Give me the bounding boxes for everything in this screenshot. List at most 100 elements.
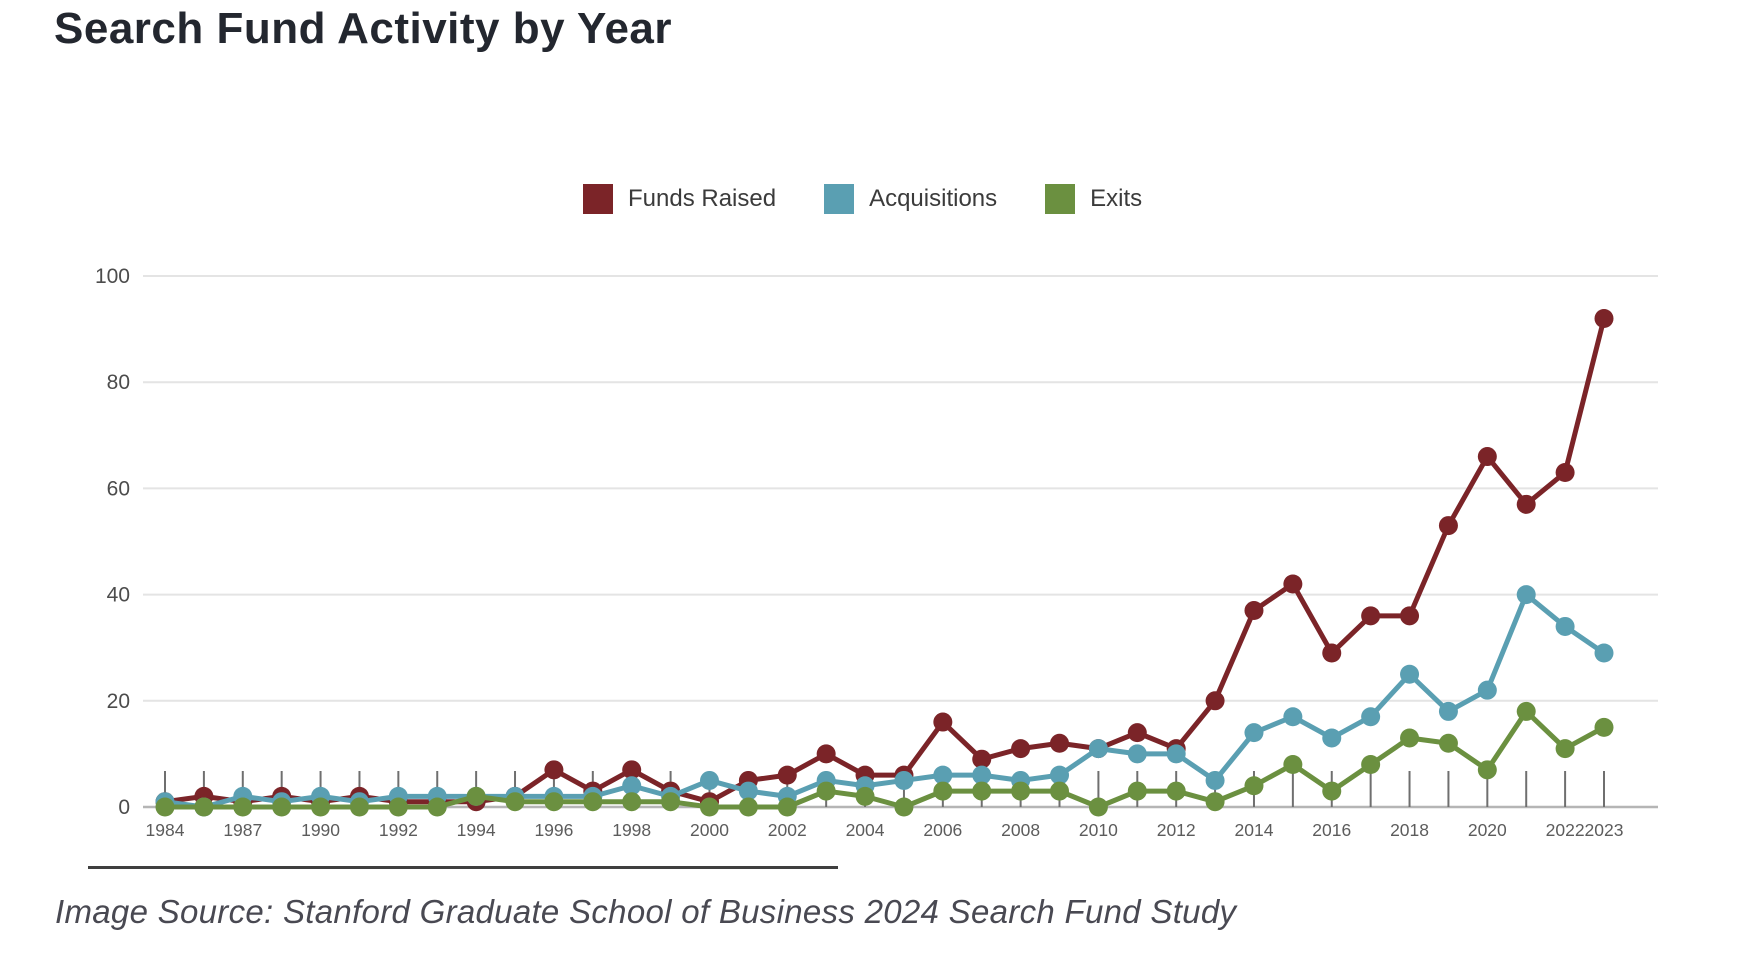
- source-caption: Image Source: Stanford Graduate School o…: [55, 893, 1237, 930]
- data-point-funds-raised: [1438, 516, 1458, 536]
- data-point-funds-raised: [1244, 601, 1264, 621]
- data-point-funds-raised: [1322, 643, 1342, 663]
- data-point-exits: [1088, 797, 1108, 817]
- data-point-exits: [272, 797, 292, 817]
- svg-text:1994: 1994: [457, 820, 496, 840]
- data-point-exits: [622, 792, 642, 812]
- svg-text:1996: 1996: [534, 820, 573, 840]
- data-point-funds-raised: [816, 744, 836, 764]
- data-point-exits: [583, 792, 603, 812]
- data-point-exits: [1400, 728, 1420, 748]
- legend-swatch-exits-icon: [1045, 184, 1076, 214]
- data-point-exits: [699, 797, 719, 817]
- data-point-exits: [661, 792, 681, 812]
- data-point-funds-raised: [544, 760, 564, 780]
- legend-item-exits: Exits: [1045, 184, 1142, 214]
- data-point-exits: [1322, 781, 1342, 801]
- data-point-funds-raised: [1400, 606, 1420, 626]
- svg-text:2010: 2010: [1079, 820, 1118, 840]
- svg-text:80: 80: [107, 371, 130, 394]
- data-point-acquisitions: [1166, 744, 1186, 764]
- svg-text:1992: 1992: [379, 820, 418, 840]
- svg-text:2012: 2012: [1157, 820, 1196, 840]
- data-point-exits: [1594, 717, 1614, 737]
- data-point-acquisitions: [1283, 707, 1303, 727]
- legend-swatch-acquisitions-icon: [824, 184, 855, 214]
- data-point-exits: [1516, 701, 1536, 721]
- data-point-exits: [1438, 733, 1458, 753]
- legend-item-funds-raised: Funds Raised: [583, 184, 776, 214]
- data-point-funds-raised: [1205, 691, 1225, 711]
- data-point-funds-raised: [1555, 462, 1575, 482]
- data-point-exits: [933, 781, 953, 801]
- data-point-acquisitions: [1555, 616, 1575, 636]
- legend-swatch-funds-raised-icon: [583, 184, 613, 214]
- svg-text:0: 0: [118, 796, 130, 819]
- data-point-funds-raised: [1477, 447, 1497, 467]
- data-point-acquisitions: [1127, 744, 1147, 764]
- data-point-funds-raised: [1283, 574, 1303, 594]
- series-exits: [155, 701, 1614, 817]
- data-point-exits: [816, 781, 836, 801]
- data-point-acquisitions: [1205, 770, 1225, 790]
- data-point-exits: [155, 797, 175, 817]
- data-point-exits: [505, 792, 525, 812]
- data-point-exits: [894, 797, 914, 817]
- svg-text:2018: 2018: [1390, 820, 1429, 840]
- y-axis-labels: 0 20 40 60 80 100: [95, 265, 130, 819]
- svg-text:2004: 2004: [846, 820, 885, 840]
- svg-text:1990: 1990: [301, 820, 340, 840]
- data-point-acquisitions: [894, 770, 914, 790]
- data-point-exits: [1011, 781, 1031, 801]
- data-point-exits: [1477, 760, 1497, 780]
- data-point-funds-raised: [972, 749, 992, 769]
- x-axis-labels: 1984 1987 1990 1992 1994 1996 1998 2000 2002 2004…: [146, 820, 1624, 840]
- data-point-exits: [1361, 755, 1381, 775]
- svg-text:100: 100: [95, 265, 130, 288]
- chart-title: Search Fund Activity by Year: [54, 4, 673, 53]
- data-point-acquisitions: [1594, 643, 1614, 663]
- data-point-acquisitions: [1400, 664, 1420, 684]
- data-point-funds-raised: [1011, 739, 1031, 759]
- legend-item-acquisitions: Acquisitions: [824, 184, 997, 214]
- legend-label-exits: Exits: [1090, 185, 1143, 212]
- data-point-exits: [855, 786, 875, 806]
- legend-label-acquisitions: Acquisitions: [869, 185, 998, 212]
- separator-line: [88, 866, 838, 869]
- data-point-exits: [466, 786, 486, 806]
- data-point-exits: [738, 797, 758, 817]
- data-point-exits: [777, 797, 797, 817]
- svg-text:2016: 2016: [1312, 820, 1351, 840]
- data-point-exits: [194, 797, 214, 817]
- data-point-exits: [388, 797, 408, 817]
- data-point-exits: [544, 792, 564, 812]
- data-point-exits: [1283, 755, 1303, 775]
- data-point-acquisitions: [738, 781, 758, 801]
- svg-text:2014: 2014: [1235, 820, 1274, 840]
- data-point-acquisitions: [1438, 701, 1458, 721]
- svg-text:60: 60: [107, 477, 130, 500]
- legend: Funds Raised Acquisitions Exits: [583, 184, 1142, 214]
- data-point-funds-raised: [1516, 494, 1536, 514]
- data-point-exits: [1127, 781, 1147, 801]
- data-point-acquisitions: [933, 765, 953, 785]
- svg-text:1987: 1987: [223, 820, 262, 840]
- data-point-acquisitions: [1516, 585, 1536, 605]
- svg-text:2006: 2006: [923, 820, 962, 840]
- gridlines: [143, 275, 1658, 702]
- data-point-funds-raised: [1594, 308, 1614, 328]
- data-point-exits: [1050, 781, 1070, 801]
- data-point-funds-raised: [777, 765, 797, 785]
- data-point-exits: [427, 797, 447, 817]
- data-point-acquisitions: [1322, 728, 1342, 748]
- svg-text:2020: 2020: [1468, 820, 1507, 840]
- data-point-acquisitions: [622, 776, 642, 796]
- svg-text:1984: 1984: [146, 820, 185, 840]
- data-point-exits: [311, 797, 331, 817]
- data-point-acquisitions: [1361, 707, 1381, 727]
- data-point-exits: [1166, 781, 1186, 801]
- data-point-exits: [349, 797, 369, 817]
- data-point-funds-raised: [1361, 606, 1381, 626]
- svg-text:2023: 2023: [1585, 820, 1624, 840]
